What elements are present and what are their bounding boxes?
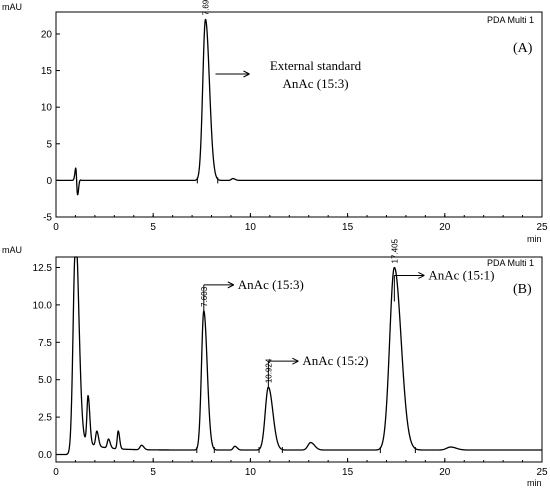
y-tick-label: 12.5 xyxy=(33,263,53,274)
annotation-text: AnAc (15:2) xyxy=(302,353,368,368)
y-tick-label: 7.5 xyxy=(38,338,52,349)
panel-a-xlabel: min xyxy=(527,234,542,244)
y-tick-label: 5.0 xyxy=(38,375,52,386)
annotation-arrowhead xyxy=(227,281,235,289)
panel-a-trace xyxy=(55,18,543,196)
x-tick-label: 10 xyxy=(245,467,257,478)
x-tick-label: 5 xyxy=(150,222,156,233)
annotation-arrowhead xyxy=(243,70,250,78)
panel-a-chromatogram: mAU PDA Multi 1 (A) min 0 5 10 15 20 25 -5051… xyxy=(2,0,548,244)
panel-a-plot-frame xyxy=(55,11,543,218)
annotation-text: AnAc (15:3) xyxy=(238,277,304,292)
annotation-text: AnAc (15:3) xyxy=(282,76,348,91)
y-tick-label: 15 xyxy=(41,66,53,77)
panel-b-tag: (B) xyxy=(513,282,532,297)
x-tick-label: 15 xyxy=(342,467,354,478)
y-tick-label: 10.0 xyxy=(33,300,53,311)
y-tick-label: 20 xyxy=(41,29,53,40)
x-tick-label: 25 xyxy=(536,222,548,233)
peak-rt-label: 7.690 xyxy=(201,0,210,15)
y-tick-label: 10 xyxy=(41,103,53,114)
x-tick-label: 15 xyxy=(342,222,354,233)
peak-rt-label: 17.405 xyxy=(390,238,399,263)
y-tick-label: 5 xyxy=(46,139,52,150)
y-tick-label: 0 xyxy=(46,176,52,187)
y-tick-label: 2.5 xyxy=(38,413,52,424)
y-tick-label: 0.0 xyxy=(38,450,52,461)
panel-b-detector-label: PDA Multi 1 xyxy=(487,258,534,268)
panel-a-ylabel: mAU xyxy=(2,2,22,12)
annotation-text: AnAc (15:1) xyxy=(428,267,494,282)
panel-b-trace xyxy=(55,256,543,456)
panel-b-xlabel: min xyxy=(527,478,542,488)
x-tick-label: 0 xyxy=(53,222,59,233)
x-tick-label: 20 xyxy=(439,467,451,478)
annotation-arrowhead xyxy=(292,357,299,365)
panel-b-plot-frame xyxy=(55,256,543,463)
panel-a-tag: (A) xyxy=(513,41,533,56)
x-tick-label: 20 xyxy=(439,222,451,233)
annotation-text: External standard xyxy=(270,58,362,73)
panel-b-ylabel: mAU xyxy=(2,245,22,255)
panel-b-chromatogram: mAU PDA Multi 1 (B) min 0 5 10 15 20 25 0.0 2.… xyxy=(2,238,548,488)
panel-a-detector-label: PDA Multi 1 xyxy=(487,15,534,25)
x-tick-label: 25 xyxy=(536,467,548,478)
y-tick-label: -5 xyxy=(43,213,52,224)
x-tick-label: 5 xyxy=(150,467,156,478)
x-tick-label: 0 xyxy=(53,467,59,478)
annotation-arrowhead xyxy=(418,272,425,279)
x-tick-label: 10 xyxy=(245,222,257,233)
